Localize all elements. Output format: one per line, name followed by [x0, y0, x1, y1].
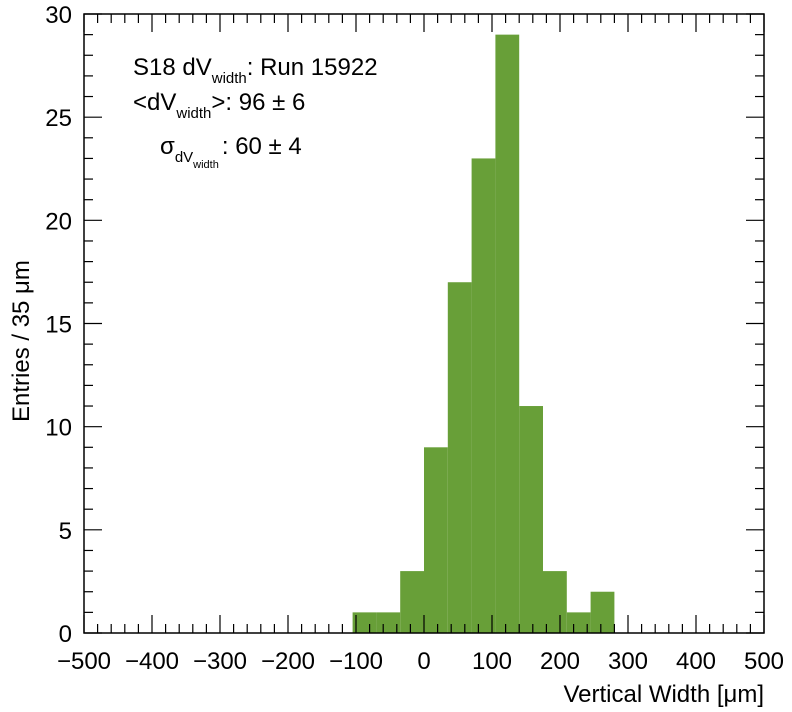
x-tick-labels: −500 −400 −300 −200 −100 0 100 200 300 400 500 [57, 648, 784, 675]
x-tick-label: 100 [472, 648, 512, 675]
histogram-bar [519, 406, 543, 633]
y-tick-labels: 0 5 10 15 20 25 30 [45, 2, 72, 648]
y-tick-label: 30 [45, 2, 72, 29]
histogram-bars [352, 34, 615, 633]
histogram-bar [590, 591, 615, 633]
x-tick-label: −100 [329, 648, 383, 675]
y-axis-title: Entries / 35 μm [8, 260, 35, 422]
annotation-line-2: <dVwidth>: 96 ± 6 [133, 89, 305, 122]
annotation-line-1: S18 dVwidth: Run 15922 [133, 54, 378, 87]
y-tick-label: 5 [59, 518, 72, 545]
x-tick-label: 200 [540, 648, 580, 675]
x-axis-title: Vertical Width [μm] [563, 681, 764, 708]
histogram-bar [400, 571, 424, 633]
y-tick-label: 10 [45, 415, 72, 442]
histogram-bar [352, 612, 377, 633]
y-tick-label: 15 [45, 312, 72, 339]
x-tick-label: 0 [417, 648, 430, 675]
histogram-bar [566, 612, 591, 633]
y-tick-label: 20 [45, 208, 72, 235]
y-tick-label: 0 [59, 621, 72, 648]
histogram-bar [376, 612, 401, 633]
x-tick-label: −300 [193, 648, 247, 675]
y-tick-label: 25 [45, 105, 72, 132]
x-tick-label: 500 [744, 648, 784, 675]
histogram-bar [447, 282, 472, 633]
histogram-bar [543, 571, 567, 633]
x-tick-label: −400 [125, 648, 179, 675]
histogram-bar [495, 34, 520, 633]
x-tick-label: −500 [57, 648, 111, 675]
x-tick-label: −200 [261, 648, 315, 675]
histogram-bar [424, 447, 448, 633]
plot-frame [83, 13, 765, 634]
x-tick-label: 400 [676, 648, 716, 675]
annotation-line-3: σdVwidth: 60 ± 4 [160, 133, 302, 171]
x-tick-label: 300 [608, 648, 648, 675]
stats-annotation: S18 dVwidth: Run 15922 <dVwidth>: 96 ± 6… [133, 54, 378, 171]
histogram-bar [471, 158, 496, 633]
